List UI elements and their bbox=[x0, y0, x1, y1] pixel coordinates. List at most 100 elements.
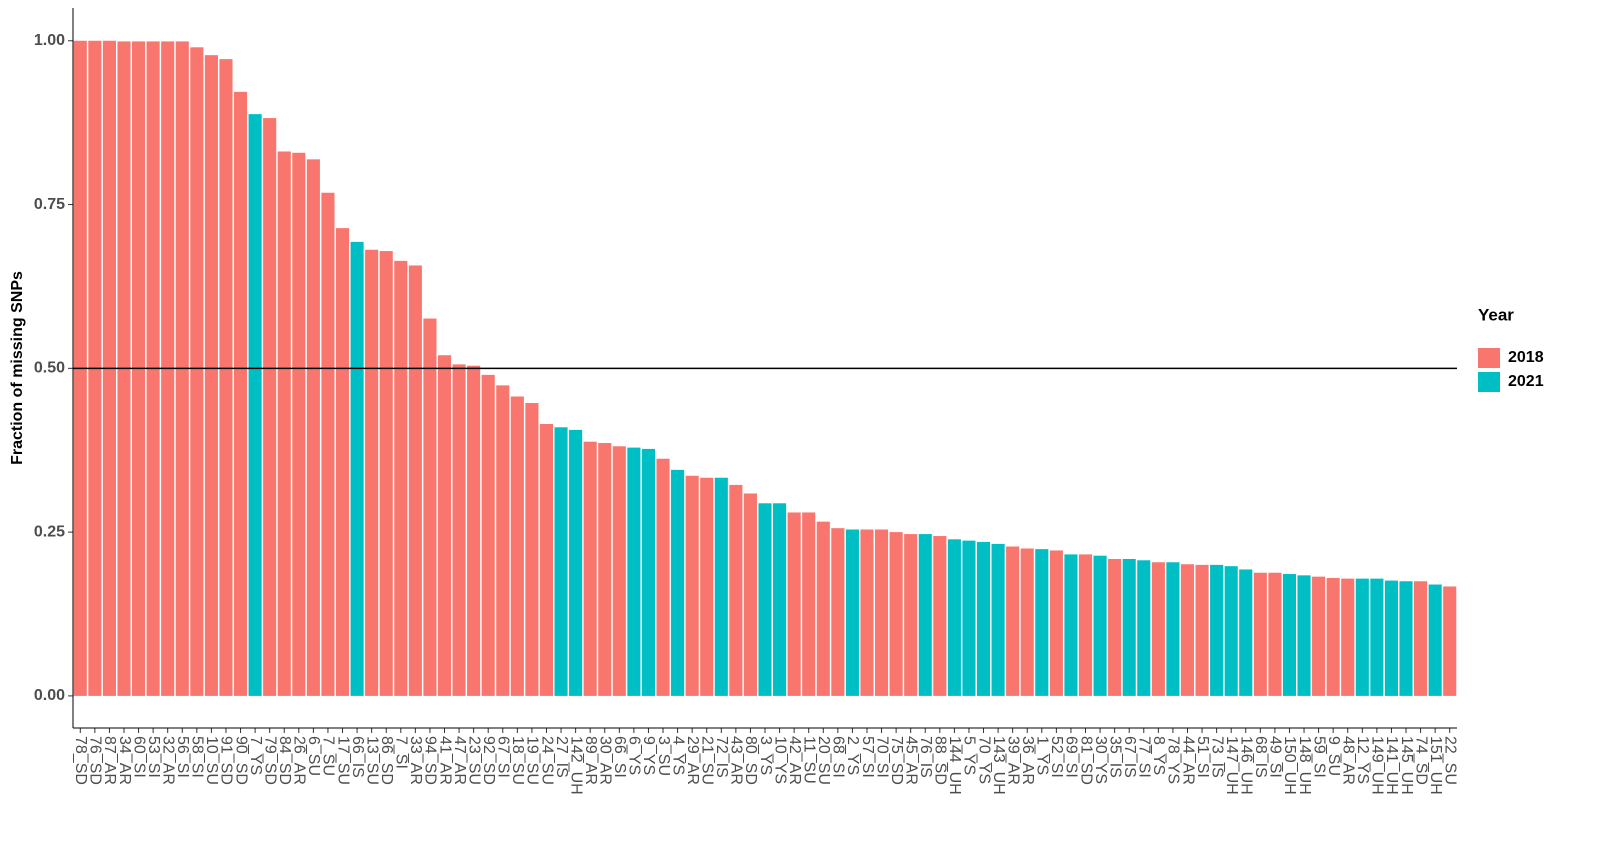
legend-key bbox=[1478, 372, 1500, 392]
bar bbox=[408, 265, 422, 696]
bar bbox=[962, 540, 976, 696]
x-tick-label: 21_SU bbox=[698, 736, 715, 785]
bar bbox=[1035, 549, 1049, 696]
x-tick-label: 76_SD bbox=[87, 736, 104, 785]
bar bbox=[1093, 555, 1107, 696]
x-tick-label: 39_AR bbox=[1004, 736, 1021, 785]
bar bbox=[365, 249, 379, 696]
bar bbox=[1312, 576, 1326, 696]
legend-label: 2018 bbox=[1508, 349, 1544, 366]
x-tick-label: 88_SD bbox=[932, 736, 949, 785]
bar bbox=[467, 365, 481, 696]
x-tick-label: 2_YS bbox=[844, 736, 861, 775]
x-tick-label: 20_SU bbox=[815, 736, 832, 785]
bar bbox=[918, 534, 932, 696]
x-tick-label: 10_YS bbox=[771, 736, 788, 784]
bar bbox=[714, 477, 728, 696]
x-tick-label: 11_SU bbox=[800, 736, 817, 784]
bar bbox=[1341, 578, 1355, 696]
x-tick-label: 3_YS bbox=[757, 736, 774, 775]
x-tick-label: 17_SU bbox=[334, 736, 351, 785]
bar bbox=[802, 512, 816, 696]
bar bbox=[423, 318, 437, 696]
bar bbox=[1370, 578, 1384, 696]
bar bbox=[1064, 554, 1078, 696]
bar bbox=[1224, 566, 1238, 696]
bar bbox=[612, 446, 626, 696]
x-tick-label: 79_SD bbox=[261, 736, 278, 785]
bar bbox=[525, 403, 539, 696]
bar bbox=[627, 447, 641, 696]
bar bbox=[1122, 558, 1136, 696]
bar bbox=[539, 424, 554, 696]
x-tick-label: 58_SI bbox=[189, 736, 206, 778]
x-tick-label: 6_SU bbox=[305, 736, 322, 776]
x-tick-label: 70_SI bbox=[873, 736, 890, 778]
x-tick-label: 44_AR bbox=[1179, 736, 1196, 785]
x-tick-label: 146_UH bbox=[1238, 736, 1255, 795]
x-tick-label: 81_SD bbox=[1077, 736, 1094, 785]
x-tick-label: 9_YS bbox=[640, 736, 657, 775]
x-tick-label: 59_SI bbox=[1310, 736, 1327, 778]
bar bbox=[1399, 581, 1413, 696]
bar bbox=[1006, 546, 1020, 696]
bar bbox=[773, 503, 787, 696]
y-tick-label: 1.00 bbox=[34, 32, 65, 49]
x-tick-label: 60_SI bbox=[130, 736, 147, 778]
bar bbox=[306, 159, 320, 696]
bar bbox=[947, 539, 961, 696]
bar bbox=[598, 443, 612, 696]
x-tick-label: 43_AR bbox=[728, 736, 745, 785]
x-tick-label: 24_SU bbox=[538, 736, 555, 785]
x-tick-label: 7_SU bbox=[320, 736, 337, 776]
x-tick-label: 89_AR bbox=[582, 736, 599, 785]
x-tick-label: 18_SU bbox=[509, 736, 526, 785]
x-tick-label: 4_YS bbox=[669, 736, 686, 775]
bar bbox=[233, 91, 248, 696]
x-tick-label: 94_SD bbox=[422, 736, 439, 785]
x-tick-label: 57_SI bbox=[859, 736, 876, 778]
x-tick-label: 8_YS bbox=[1150, 736, 1167, 775]
bar bbox=[1049, 550, 1063, 696]
bar bbox=[729, 484, 743, 696]
x-tick-label: 36_AR bbox=[1019, 736, 1036, 785]
bar bbox=[991, 543, 1005, 696]
x-tick-label: 53_SI bbox=[145, 736, 162, 778]
y-tick-label: 0.00 bbox=[34, 687, 65, 704]
x-tick-label: 5_YS bbox=[961, 736, 978, 775]
bar bbox=[671, 469, 685, 696]
bar bbox=[1195, 564, 1209, 696]
x-tick-label: 6_YS bbox=[626, 736, 643, 775]
bar bbox=[1268, 572, 1282, 696]
x-tick-label: 22_SU bbox=[1441, 736, 1458, 785]
bar bbox=[394, 260, 408, 696]
bar bbox=[904, 534, 918, 696]
bar bbox=[1108, 558, 1122, 696]
bar bbox=[583, 441, 597, 696]
bar bbox=[1443, 586, 1457, 696]
x-tick-label: 84_SD bbox=[276, 736, 293, 785]
x-tick-label: 7_SI bbox=[393, 736, 410, 769]
bar bbox=[1428, 584, 1442, 696]
x-tick-label: 26_AR bbox=[291, 736, 308, 785]
x-tick-label: 90_SD bbox=[232, 736, 249, 785]
x-tick-label: 33_AR bbox=[407, 736, 424, 785]
bar bbox=[1297, 575, 1311, 696]
x-tick-label: 30_YS bbox=[1092, 736, 1109, 784]
x-tick-label: 27_IS bbox=[553, 736, 570, 778]
bar bbox=[845, 529, 859, 696]
bar bbox=[787, 512, 801, 696]
x-tick-label: 148_UH bbox=[1296, 736, 1313, 795]
y-axis-label: Fraction of missing SNPs bbox=[9, 271, 26, 465]
x-tick-label: 7_YS bbox=[247, 736, 264, 775]
x-tick-label: 23_SU bbox=[465, 736, 482, 785]
x-tick-label: 143_UH bbox=[990, 736, 1007, 795]
bar bbox=[1384, 580, 1398, 696]
x-tick-label: 48_AR bbox=[1340, 736, 1357, 785]
bar bbox=[510, 396, 524, 696]
x-tick-label: 145_UH bbox=[1398, 736, 1415, 795]
bar bbox=[1151, 562, 1165, 696]
legend-key bbox=[1478, 348, 1500, 368]
x-tick-label: 72_IS bbox=[713, 736, 730, 778]
y-tick-label: 0.75 bbox=[34, 196, 65, 213]
